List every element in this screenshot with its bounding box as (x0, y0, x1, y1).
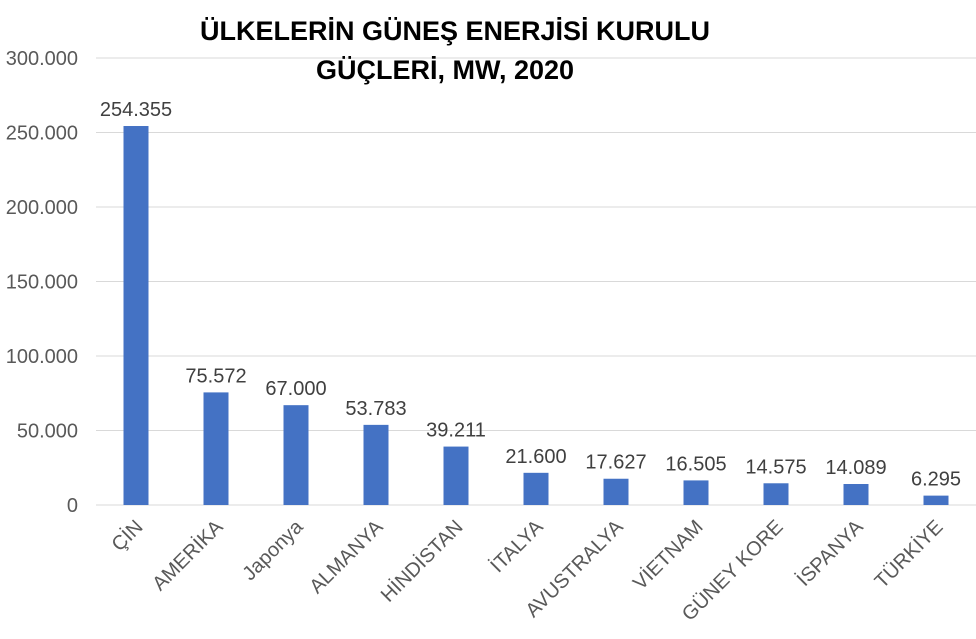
category-label: Japonya (239, 515, 309, 585)
bars (123, 126, 949, 505)
data-label: 67.000 (265, 378, 326, 400)
y-tick-label: 0 (67, 495, 78, 517)
chart-title-line-1: ÜLKELERİN GÜNEŞ ENERJİSİ KURULU (200, 16, 710, 46)
bar (443, 446, 469, 505)
data-label: 75.572 (185, 365, 246, 387)
bar (203, 392, 229, 505)
y-tick-label: 200.000 (6, 197, 78, 219)
gridlines (96, 57, 976, 506)
y-tick-label: 150.000 (6, 272, 78, 294)
data-label: 14.575 (745, 456, 806, 478)
category-label: AMERİKA (148, 515, 228, 595)
y-tick-label: 300.000 (6, 48, 78, 70)
bar (843, 484, 869, 505)
y-tick-label: 100.000 (6, 346, 78, 368)
category-label: VİETNAM (628, 515, 707, 594)
y-tick-label: 250.000 (6, 123, 78, 145)
bar (523, 472, 549, 505)
category-label: ÇİN (107, 515, 148, 556)
y-axis-ticks: 0 50.000 100.000 150.000 200.000 250.000 300.0… (6, 48, 78, 517)
data-label: 254.355 (100, 99, 172, 121)
y-tick-label: 50.000 (17, 421, 78, 443)
bar (683, 480, 709, 505)
data-label: 14.089 (825, 457, 886, 479)
category-label: TÜRKİYE (870, 515, 948, 593)
data-labels: 254.355 75.572 67.000 53.783 39.211 21.600 17.… (100, 99, 961, 491)
bar (283, 405, 309, 505)
data-label: 16.505 (665, 453, 726, 475)
bar (763, 483, 789, 505)
chart-title-line-2: GÜÇLERİ, MW, 2020 (316, 55, 574, 85)
data-label: 6.295 (911, 469, 961, 491)
bar (603, 478, 629, 505)
category-label: HİNDİSTAN (376, 515, 467, 606)
category-label: ALMANYA (305, 516, 388, 599)
category-label: İSPANYA (792, 515, 868, 591)
bar (363, 424, 389, 505)
data-label: 17.627 (585, 452, 646, 474)
bar (123, 126, 149, 505)
data-label: 53.783 (345, 398, 406, 420)
data-label: 39.211 (426, 420, 486, 442)
category-label: İTALYA (486, 515, 548, 577)
bar (923, 495, 949, 505)
data-label: 21.600 (505, 446, 566, 468)
